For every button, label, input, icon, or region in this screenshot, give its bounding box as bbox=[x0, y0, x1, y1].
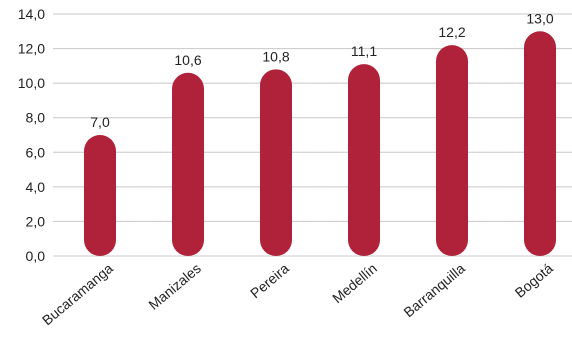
bar bbox=[348, 64, 380, 256]
y-tick-label: 0,0 bbox=[26, 248, 46, 264]
category-label: Medellín bbox=[329, 260, 380, 306]
y-tick-label: 6,0 bbox=[26, 144, 46, 160]
y-tick-label: 2,0 bbox=[26, 213, 46, 229]
bar bbox=[84, 135, 116, 256]
x-axis-labels: Bucaramanga Manizales Pereira Medellín Barra… bbox=[39, 260, 556, 328]
bars bbox=[84, 31, 556, 257]
category-label: Barranquilla bbox=[400, 260, 468, 320]
y-tick-label: 14,0 bbox=[18, 6, 45, 22]
category-label: Bogotá bbox=[512, 260, 556, 301]
category-label: Manizales bbox=[145, 260, 204, 313]
y-tick-label: 10,0 bbox=[18, 75, 45, 91]
bar bbox=[260, 69, 292, 256]
y-tick-label: 12,0 bbox=[18, 41, 45, 57]
category-label: Bucaramanga bbox=[39, 260, 116, 328]
data-label: 10,6 bbox=[174, 52, 201, 68]
data-label: 12,2 bbox=[438, 24, 465, 40]
gridlines bbox=[53, 13, 572, 257]
data-label: 13,0 bbox=[526, 10, 553, 26]
data-labels: 7,0 10,6 10,8 11,1 12,2 13,0 bbox=[90, 10, 554, 130]
bar bbox=[436, 45, 468, 256]
category-label: Pereira bbox=[247, 260, 292, 301]
data-label: 10,8 bbox=[262, 48, 289, 64]
data-label: 7,0 bbox=[90, 114, 110, 130]
bar bbox=[172, 72, 204, 257]
bar bbox=[524, 31, 556, 256]
y-axis-ticks: 0,0 2,0 4,0 6,0 8,0 10,0 12,0 14,0 bbox=[18, 6, 45, 264]
data-label: 11,1 bbox=[351, 43, 377, 59]
y-tick-label: 4,0 bbox=[26, 179, 46, 195]
y-tick-label: 8,0 bbox=[26, 110, 46, 126]
